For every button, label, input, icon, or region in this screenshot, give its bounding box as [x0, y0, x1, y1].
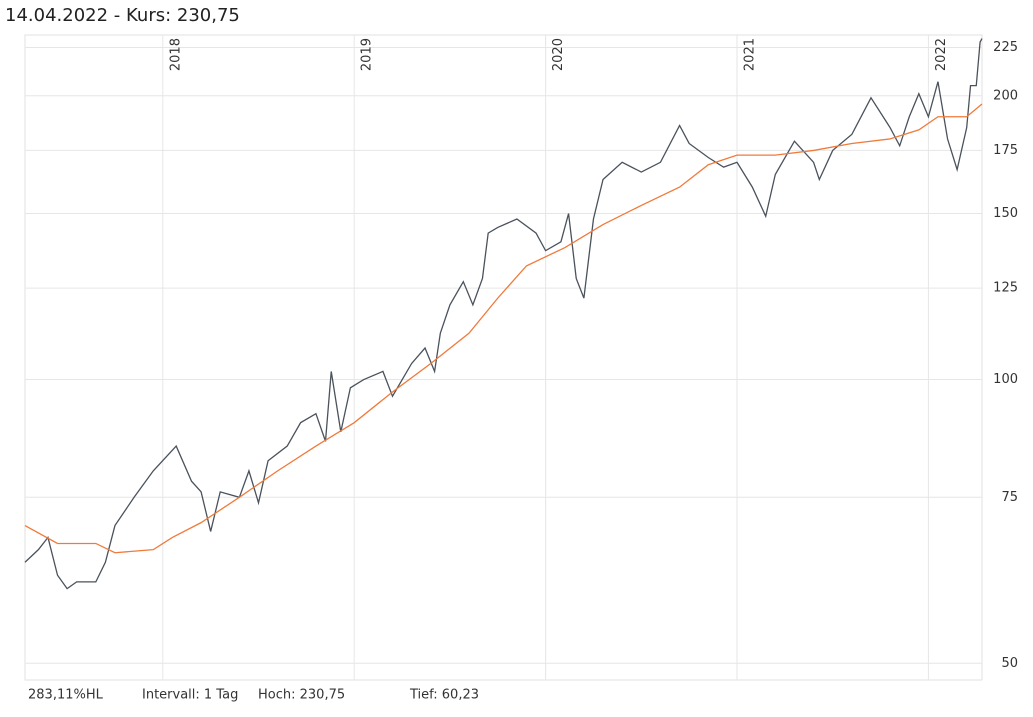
price-line — [24, 103, 983, 554]
y-tick-label: 200 — [993, 88, 1018, 103]
y-tick-label: 175 — [993, 143, 1018, 158]
y-tick-label: 225 — [993, 40, 1018, 55]
y-tick-label: 75 — [1001, 490, 1018, 505]
y-tick-label: 100 — [993, 372, 1018, 387]
footer-high: Hoch: 230,75 — [258, 688, 345, 703]
footer-low: Tief: 60,23 — [409, 688, 479, 703]
footer-range: 283,11%HL — [28, 688, 104, 703]
x-tick-label: 2020 — [551, 38, 566, 71]
x-tick-label: 2021 — [743, 38, 758, 71]
x-tick-label: 2018 — [168, 38, 183, 71]
plot-area — [24, 34, 983, 681]
footer-interval: Intervall: 1 Tag — [142, 688, 238, 703]
y-tick-label: 50 — [1001, 656, 1018, 671]
x-tick-label: 2019 — [360, 38, 375, 71]
chart-title: 14.04.2022 - Kurs: 230,75 — [5, 5, 240, 26]
y-tick-label: 125 — [993, 281, 1018, 296]
x-tick-label: 2022 — [934, 38, 949, 71]
y-tick-label: 150 — [993, 206, 1018, 221]
price-line — [24, 38, 983, 590]
